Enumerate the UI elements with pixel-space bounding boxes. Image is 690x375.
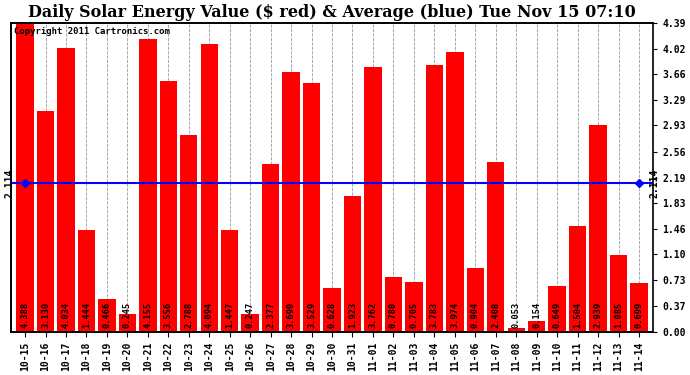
Bar xyxy=(466,268,484,332)
Text: 3.762: 3.762 xyxy=(368,302,377,328)
Text: 0.705: 0.705 xyxy=(409,302,418,328)
Bar xyxy=(241,314,259,332)
Text: 1.504: 1.504 xyxy=(573,302,582,328)
Text: 0.780: 0.780 xyxy=(389,302,398,328)
Text: 0.053: 0.053 xyxy=(512,302,521,328)
Text: 1.923: 1.923 xyxy=(348,302,357,328)
Bar xyxy=(610,255,627,332)
Bar xyxy=(385,277,402,332)
Text: 3.690: 3.690 xyxy=(286,302,295,328)
Text: 4.388: 4.388 xyxy=(21,302,30,328)
Bar xyxy=(569,226,586,332)
Text: 1.444: 1.444 xyxy=(82,302,91,328)
Bar xyxy=(159,81,177,332)
Bar xyxy=(426,66,443,332)
Bar xyxy=(17,23,34,332)
Bar xyxy=(119,315,136,332)
Bar xyxy=(630,282,648,332)
Text: 2.939: 2.939 xyxy=(593,302,602,328)
Bar xyxy=(221,230,239,332)
Bar xyxy=(78,230,95,332)
Bar xyxy=(201,44,218,332)
Bar xyxy=(139,39,157,332)
Title: Daily Solar Energy Value ($ red) & Average (blue) Tue Nov 15 07:10: Daily Solar Energy Value ($ red) & Avera… xyxy=(28,4,636,21)
Bar xyxy=(405,282,422,332)
Bar xyxy=(262,164,279,332)
Bar xyxy=(324,288,341,332)
Text: 2.114: 2.114 xyxy=(5,168,15,198)
Text: 4.034: 4.034 xyxy=(61,302,70,328)
Text: Copyright 2011 Cartronics.com: Copyright 2011 Cartronics.com xyxy=(14,27,170,36)
Bar xyxy=(98,299,116,332)
Text: 2.788: 2.788 xyxy=(184,302,193,328)
Text: 2.377: 2.377 xyxy=(266,302,275,328)
Text: 2.114: 2.114 xyxy=(649,168,659,198)
Text: 3.556: 3.556 xyxy=(164,302,172,328)
Bar xyxy=(37,111,55,332)
Text: 1.085: 1.085 xyxy=(614,302,623,328)
Text: 0.245: 0.245 xyxy=(123,302,132,328)
Text: 3.783: 3.783 xyxy=(430,302,439,328)
Text: 0.628: 0.628 xyxy=(328,302,337,328)
Text: 0.466: 0.466 xyxy=(102,302,112,328)
Text: 4.155: 4.155 xyxy=(144,302,152,328)
Bar xyxy=(508,328,525,332)
Text: 0.699: 0.699 xyxy=(635,302,644,328)
Bar xyxy=(487,162,504,332)
Bar xyxy=(364,67,382,332)
Bar xyxy=(57,48,75,332)
Bar xyxy=(528,321,545,332)
Text: 1.447: 1.447 xyxy=(225,302,234,328)
Bar xyxy=(446,52,464,332)
Text: 0.247: 0.247 xyxy=(246,302,255,328)
Text: 3.974: 3.974 xyxy=(451,302,460,328)
Bar xyxy=(589,125,607,332)
Bar xyxy=(282,72,299,332)
Text: 2.408: 2.408 xyxy=(491,302,500,328)
Text: 3.130: 3.130 xyxy=(41,302,50,328)
Text: 0.154: 0.154 xyxy=(532,302,541,328)
Bar xyxy=(303,83,320,332)
Bar xyxy=(180,135,197,332)
Text: 3.529: 3.529 xyxy=(307,302,316,328)
Text: 0.904: 0.904 xyxy=(471,302,480,328)
Bar xyxy=(549,286,566,332)
Bar xyxy=(344,196,361,332)
Text: 0.649: 0.649 xyxy=(553,302,562,328)
Text: 4.094: 4.094 xyxy=(205,302,214,328)
